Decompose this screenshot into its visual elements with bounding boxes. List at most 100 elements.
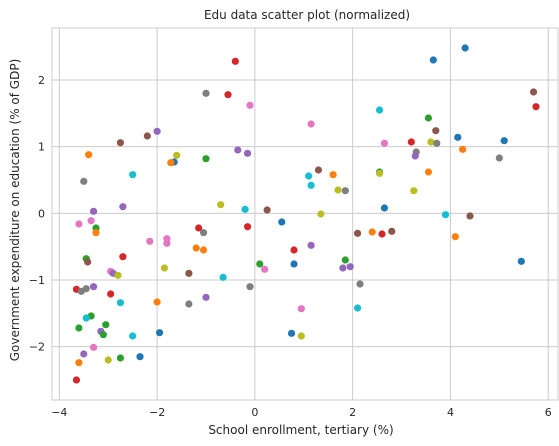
data-point [263,206,271,214]
x-axis-label: School enrollment, tertiary (%) [208,423,393,437]
data-point [317,210,325,218]
data-point [114,271,122,279]
x-tick-label: 2 [349,406,356,419]
data-point [167,159,175,167]
data-point [454,133,462,141]
data-point [129,171,137,179]
data-point [146,237,154,245]
chart-title: Edu data scatter plot (normalized) [204,8,410,22]
data-point [84,258,92,266]
data-point [329,171,337,179]
data-point [153,298,161,306]
data-point [80,350,88,358]
data-point [297,305,305,313]
data-point [287,329,296,337]
data-point [290,246,298,254]
data-point [160,264,169,272]
data-point [185,269,193,277]
data-point [424,168,433,176]
data-point [202,293,210,301]
x-tick-labels: −4 −2 0 2 4 6 [51,406,551,419]
data-point [87,217,95,225]
data-point [305,172,313,180]
data-point [297,332,305,340]
data-point [461,44,469,52]
data-point [517,257,525,265]
data-point [102,321,110,329]
data-point [459,145,467,153]
data-point [339,264,347,272]
data-point [243,223,252,231]
data-point [217,201,225,209]
data-point [380,139,389,147]
data-point [424,114,433,122]
data-point [129,332,137,340]
data-point [192,244,200,252]
plot-area-frame [51,27,559,401]
data-point [116,139,125,147]
data-point [234,146,242,154]
data-point [72,376,81,384]
data-point [92,229,100,237]
y-tick-label: 1 [38,141,45,154]
data-point [375,169,384,177]
data-point [314,166,323,174]
data-point [104,356,112,364]
data-point [368,228,376,236]
data-point [85,151,93,159]
data-point [375,106,384,114]
x-tick-label: 6 [545,406,552,419]
data-point [199,229,208,237]
data-point [89,207,98,215]
data-point [451,233,459,241]
data-point [107,290,115,298]
data-point [243,149,252,157]
data-point [353,304,362,312]
data-point [532,103,540,111]
x-tick-label: 0 [251,406,258,419]
data-point [378,230,386,238]
data-point [307,120,315,128]
data-point [231,57,239,65]
data-point [433,139,441,147]
data-point [388,227,396,235]
data-point [500,137,508,145]
data-point [185,300,193,308]
data-point [241,205,249,213]
data-point [246,101,254,109]
y-tick-labels: −2 −1 0 1 2 [29,74,45,354]
data-point [119,253,127,261]
data-point [466,212,474,220]
data-point [334,186,342,194]
data-point [411,152,419,160]
data-point [346,263,354,271]
data-point [173,151,181,159]
data-point [278,218,286,226]
y-tick-label: −1 [29,274,45,287]
y-gridlines [52,79,558,348]
data-point [495,154,503,162]
x-tick-label: 4 [447,406,454,419]
data-point [429,56,437,64]
data-point [155,329,164,337]
data-point [202,155,210,163]
data-point [80,177,88,185]
x-tick-label: −4 [51,406,67,419]
data-point [441,211,450,219]
data-point [99,331,107,339]
data-point [89,343,98,351]
data-point [199,246,208,254]
data-points [72,44,540,384]
x-tick-label: −2 [149,406,165,419]
data-point [529,88,538,96]
data-point [407,138,415,146]
data-point [89,283,98,291]
data-point [75,359,83,367]
data-point [261,265,269,273]
data-point [136,353,144,361]
data-point [410,187,418,195]
data-point [380,204,389,212]
data-point [290,260,298,268]
data-point [307,241,315,249]
